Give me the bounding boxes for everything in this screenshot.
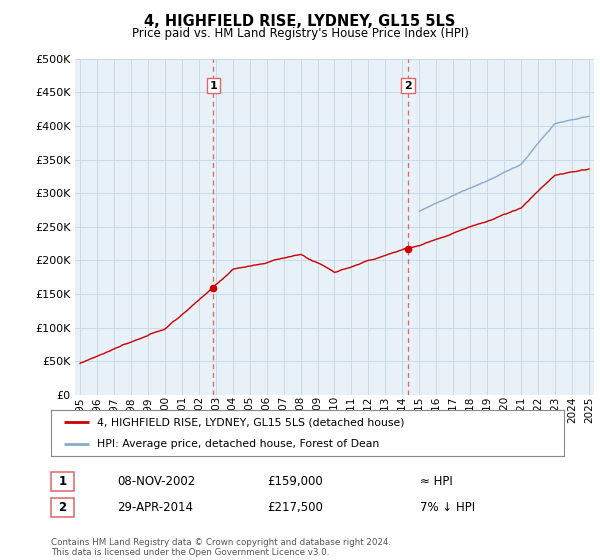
Text: 2: 2 (404, 81, 412, 91)
Text: 2: 2 (58, 501, 67, 515)
Text: 08-NOV-2002: 08-NOV-2002 (117, 475, 195, 488)
Text: 29-APR-2014: 29-APR-2014 (117, 501, 193, 515)
Text: HPI: Average price, detached house, Forest of Dean: HPI: Average price, detached house, Fore… (97, 439, 379, 449)
Text: £159,000: £159,000 (267, 475, 323, 488)
Text: 7% ↓ HPI: 7% ↓ HPI (420, 501, 475, 515)
Text: £217,500: £217,500 (267, 501, 323, 515)
Text: 4, HIGHFIELD RISE, LYDNEY, GL15 5LS: 4, HIGHFIELD RISE, LYDNEY, GL15 5LS (145, 14, 455, 29)
Text: 1: 1 (58, 475, 67, 488)
Text: 4, HIGHFIELD RISE, LYDNEY, GL15 5LS (detached house): 4, HIGHFIELD RISE, LYDNEY, GL15 5LS (det… (97, 417, 404, 427)
Text: ≈ HPI: ≈ HPI (420, 475, 453, 488)
Text: 1: 1 (209, 81, 217, 91)
Text: Contains HM Land Registry data © Crown copyright and database right 2024.
This d: Contains HM Land Registry data © Crown c… (51, 538, 391, 557)
Text: Price paid vs. HM Land Registry's House Price Index (HPI): Price paid vs. HM Land Registry's House … (131, 27, 469, 40)
